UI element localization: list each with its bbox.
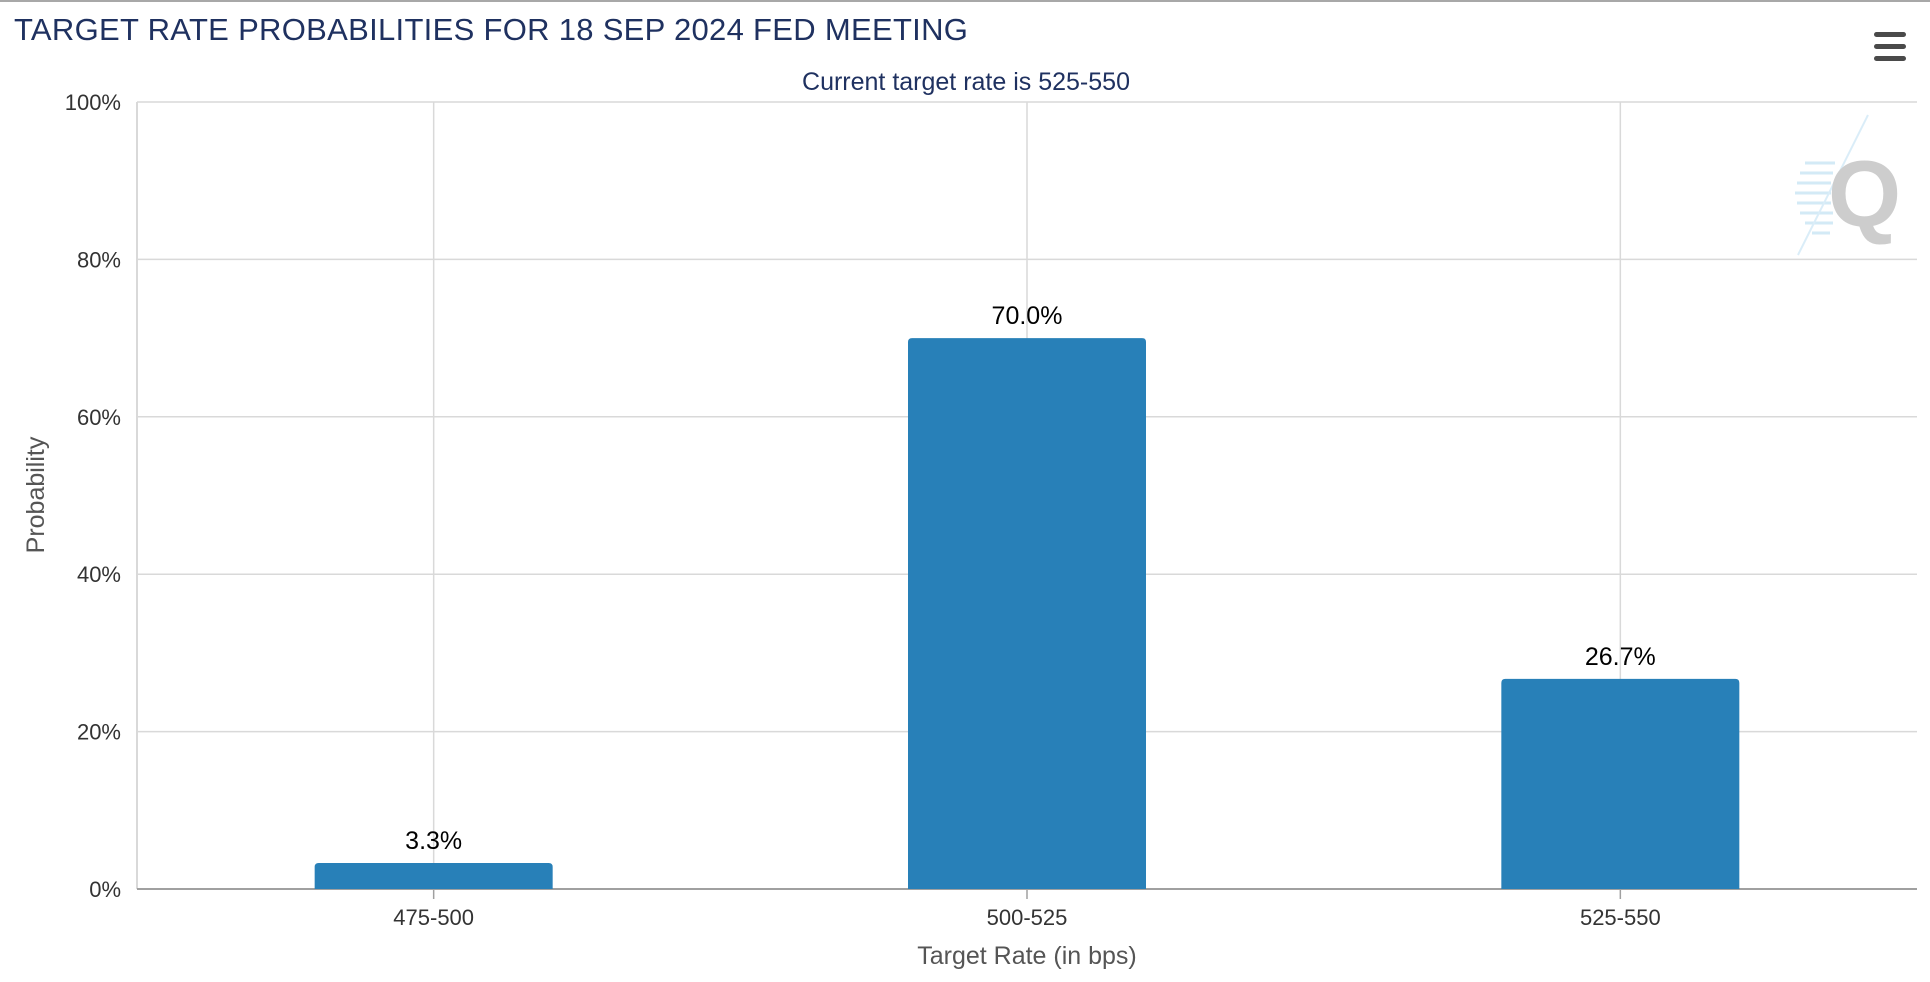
bar-value-label: 70.0% xyxy=(992,302,1063,330)
x-tick-label: 475-500 xyxy=(393,905,474,930)
chart-title: TARGET RATE PROBABILITIES FOR 18 SEP 202… xyxy=(14,12,969,47)
x-tick-label: 525-550 xyxy=(1580,905,1661,930)
y-tick-label: 60% xyxy=(77,405,121,430)
bar-500-525[interactable] xyxy=(908,338,1146,890)
y-tick-label: 0% xyxy=(89,877,121,902)
quikstrike-q-logo-icon: Q xyxy=(1795,114,1901,256)
y-axis-title: Probability xyxy=(22,436,50,553)
watermark-letter: Q xyxy=(1828,141,1901,246)
top-border xyxy=(0,0,1930,2)
y-tick-label: 20% xyxy=(77,720,121,745)
bar-525-550[interactable] xyxy=(1501,678,1740,889)
y-tick-label: 80% xyxy=(77,247,121,272)
y-tick-label: 40% xyxy=(77,562,121,587)
x-axis-title: Target Rate (in bps) xyxy=(917,942,1137,970)
chart-subtitle: Current target rate is 525-550 xyxy=(802,68,1130,96)
bar-475-500[interactable] xyxy=(314,863,553,889)
labels: 0% 20% 40% 60% 80% 100% 3.3% 475-500 70.0% 500-52… xyxy=(65,90,1661,930)
bar-value-label: 26.7% xyxy=(1585,643,1656,671)
x-tick-label: 500-525 xyxy=(987,905,1068,930)
bar-value-label: 3.3% xyxy=(405,827,462,855)
chart-menu-button[interactable] xyxy=(1872,30,1908,64)
bars xyxy=(314,338,1740,890)
y-tick-label: 100% xyxy=(65,90,121,115)
